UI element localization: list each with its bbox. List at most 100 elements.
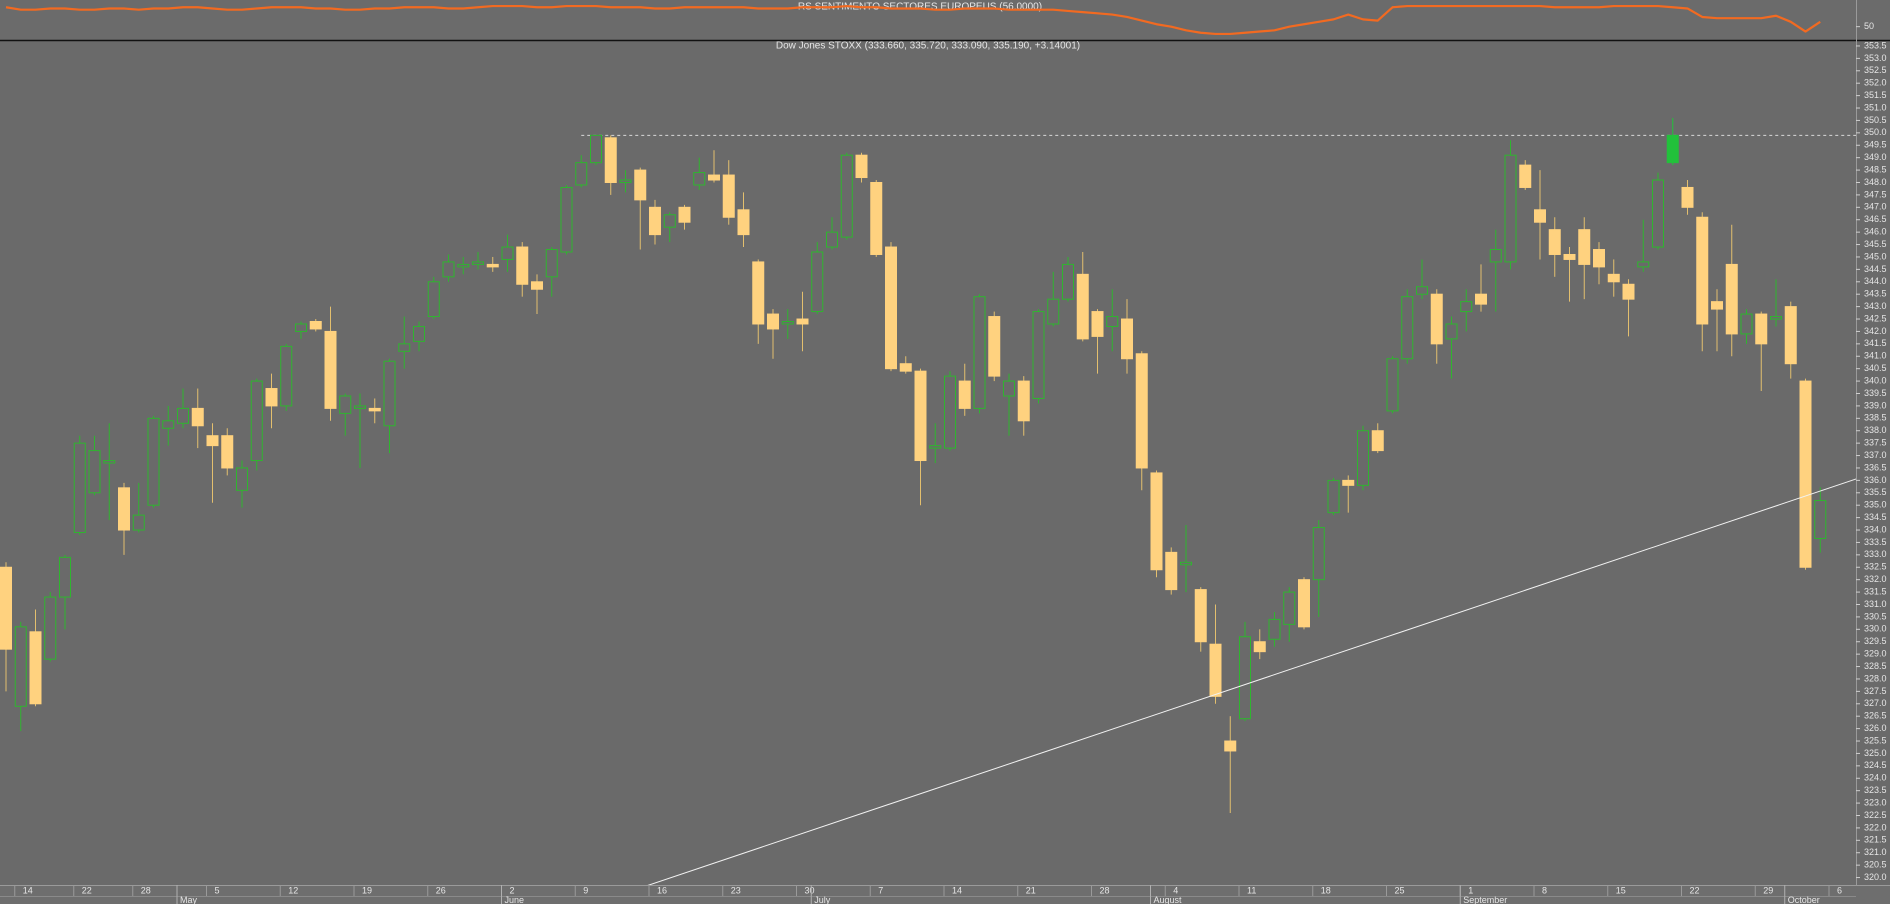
candle-body	[383, 360, 396, 427]
y-tick-label: 343.0	[1864, 301, 1887, 311]
candle-body	[1076, 273, 1089, 340]
month-label: August	[1154, 895, 1183, 904]
x-tick-label: 5	[215, 885, 220, 895]
candle-body	[1327, 479, 1340, 514]
y-tick-label: 327.0	[1864, 698, 1887, 708]
y-tick-label: 334.0	[1864, 524, 1887, 534]
candle-body	[1194, 589, 1207, 643]
candle-body	[944, 375, 956, 449]
y-tick-label: 323.5	[1864, 785, 1887, 795]
candle-body	[1047, 298, 1060, 325]
candle-body	[1017, 380, 1030, 422]
candle-body	[1622, 283, 1635, 300]
rs-line	[5, 4, 1821, 36]
y-tick-label: 322.0	[1864, 822, 1887, 832]
y-tick-label: 328.0	[1864, 673, 1887, 683]
y-tick-label: 352.0	[1864, 78, 1887, 88]
y-tick-label: 328.5	[1864, 661, 1887, 671]
y-tick-label: 346.0	[1864, 227, 1887, 237]
candle-body	[1740, 313, 1753, 335]
candle-body	[1681, 186, 1694, 208]
price-plot	[0, 117, 1856, 885]
x-tick-label: 22	[1690, 885, 1700, 895]
candle-body	[59, 556, 71, 598]
candle-body	[1519, 164, 1532, 188]
y-tick-label: 336.0	[1864, 475, 1887, 485]
y-tick-label: 347.5	[1864, 189, 1887, 199]
candle-body	[796, 318, 809, 325]
candle-body	[309, 321, 322, 330]
candle-body	[885, 246, 897, 370]
date-axis	[0, 885, 1890, 904]
candle-body	[1386, 358, 1399, 412]
y-tick-label: 345.0	[1864, 251, 1887, 261]
candle-body	[14, 626, 27, 707]
y-tick-label: 346.5	[1864, 214, 1887, 224]
candle-body	[767, 313, 779, 330]
y-tick-label: 353.0	[1864, 53, 1887, 63]
y-tick-label: 353.5	[1864, 40, 1887, 50]
candle-body	[0, 566, 12, 650]
x-tick-label: 19	[362, 885, 372, 895]
x-tick-label: 22	[82, 885, 92, 895]
candle-body	[1563, 253, 1576, 260]
candle-body	[870, 181, 883, 255]
candle-body	[914, 370, 927, 462]
candle-body	[1607, 273, 1620, 283]
candle-body	[398, 343, 411, 352]
candle-body	[988, 316, 1001, 377]
y-tick-label: 326.0	[1864, 723, 1887, 733]
candle-body	[1637, 261, 1650, 268]
x-tick-label: 1	[1468, 885, 1473, 895]
candle-body	[1534, 209, 1546, 223]
y-tick-label: 347.0	[1864, 202, 1887, 212]
y-tick-label: 331.5	[1864, 586, 1887, 596]
candle-body	[1475, 293, 1487, 305]
price-panel	[0, 41, 1890, 885]
candle-body	[1460, 301, 1473, 313]
candle-body	[1578, 229, 1591, 265]
candle-body	[103, 460, 116, 464]
candle-body	[29, 631, 42, 705]
x-tick-label: 28	[141, 885, 151, 895]
candle-body	[678, 206, 691, 223]
x-tick-label: 12	[288, 885, 298, 895]
x-tick-label: 30	[805, 885, 815, 895]
y-tick-label: 325.0	[1864, 748, 1887, 758]
candle-body	[1401, 296, 1414, 360]
y-tick-label: 344.0	[1864, 276, 1887, 286]
y-tick-label: 340.0	[1864, 375, 1887, 385]
candle-body	[457, 263, 470, 268]
candle-body	[118, 487, 130, 531]
x-tick-label: 6	[1837, 885, 1842, 895]
y-tick-label: 337.5	[1864, 438, 1887, 448]
candle-body	[1224, 740, 1237, 752]
candle-body	[1593, 249, 1605, 268]
y-tick-label: 340.5	[1864, 363, 1887, 373]
candle-body	[1357, 430, 1369, 486]
y-tick-label: 336.5	[1864, 462, 1887, 472]
y-tick-label: 342.5	[1864, 313, 1887, 323]
month-label: September	[1463, 895, 1507, 904]
y-tick-label: 341.0	[1864, 351, 1887, 361]
x-tick-label: 23	[731, 885, 741, 895]
y-tick-label: 351.5	[1864, 90, 1887, 100]
candle-body	[1106, 316, 1119, 327]
candle-body	[545, 249, 558, 278]
y-tick-label: 352.5	[1864, 65, 1887, 75]
candle-body	[737, 209, 750, 236]
month-label: October	[1788, 895, 1820, 904]
candle-body	[693, 172, 706, 186]
y-tick-label: 324.5	[1864, 760, 1887, 770]
candle-body	[929, 445, 942, 449]
candle-body	[708, 174, 720, 181]
candle-body	[132, 514, 145, 531]
candle-body	[1032, 311, 1045, 399]
candle-body	[1430, 293, 1443, 345]
candle-body	[354, 405, 366, 409]
candle-body	[649, 206, 661, 236]
y-tick-label: 330.5	[1864, 611, 1887, 621]
candle-body	[1755, 313, 1768, 345]
candle-body	[811, 251, 824, 313]
